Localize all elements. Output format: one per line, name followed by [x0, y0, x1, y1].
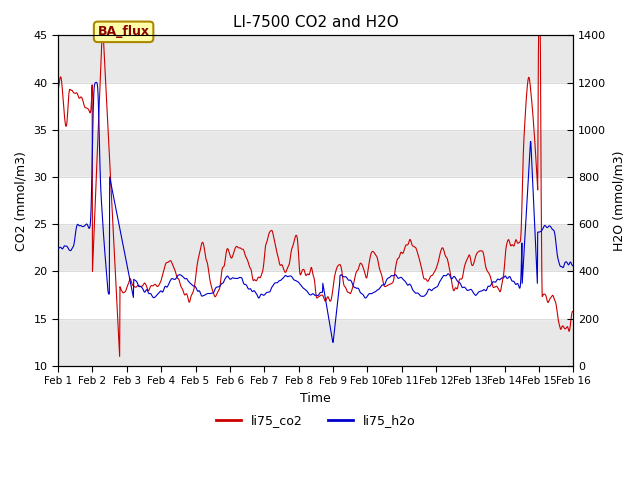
Bar: [58, 272, 573, 319]
Bar: [58, 177, 573, 224]
Text: BA_flux: BA_flux: [98, 25, 150, 38]
Bar: [58, 36, 573, 83]
Title: LI-7500 CO2 and H2O: LI-7500 CO2 and H2O: [233, 15, 399, 30]
Bar: [58, 319, 573, 366]
Bar: [58, 83, 573, 130]
Y-axis label: H2O (mmol/m3): H2O (mmol/m3): [612, 150, 625, 251]
Bar: [58, 224, 573, 272]
Y-axis label: CO2 (mmol/m3): CO2 (mmol/m3): [15, 151, 28, 251]
X-axis label: Time: Time: [300, 392, 331, 405]
Legend: li75_co2, li75_h2o: li75_co2, li75_h2o: [211, 409, 420, 432]
Bar: [58, 130, 573, 177]
